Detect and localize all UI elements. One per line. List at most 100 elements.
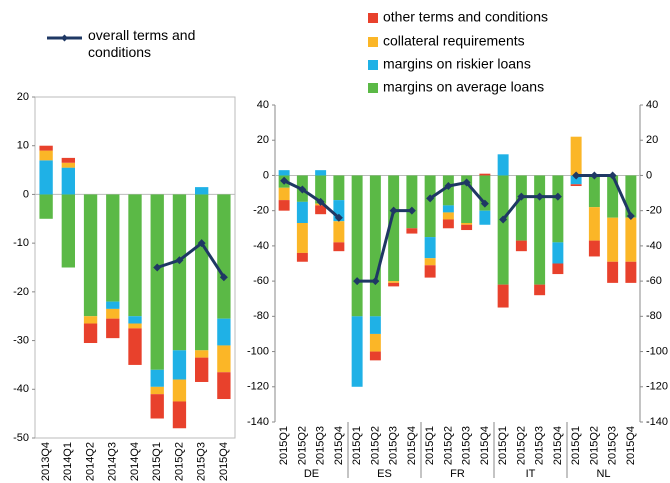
bar-segment (106, 318, 120, 339)
x-tick-label: 2015Q1 (278, 426, 290, 465)
y-tick-label: -10 (13, 237, 29, 249)
bar-segment (150, 386, 164, 395)
y-tick-label-right: -140 (646, 416, 668, 428)
bar-segment (424, 265, 436, 278)
x-tick-label: 2015Q1 (497, 426, 509, 465)
y-tick-label-right: -60 (646, 275, 662, 287)
x-tick-label: 2015Q2 (296, 426, 308, 465)
bar-segment (552, 175, 564, 243)
line-marker (590, 171, 599, 180)
bar-segment (588, 240, 600, 257)
legend-label: collateral requirements (383, 33, 525, 49)
bar-segment (424, 237, 436, 259)
bar-segment (497, 284, 509, 308)
bar-segment (442, 175, 454, 206)
bar-segment (106, 308, 120, 319)
bar-segment (424, 175, 436, 238)
overall-line (429, 180, 487, 205)
y-tick-label: -80 (253, 310, 269, 322)
line-marker (480, 199, 489, 208)
y-tick-label: 40 (257, 99, 269, 111)
bar-segment (106, 194, 120, 302)
bar-segment (333, 242, 345, 252)
y-tick-label: 0 (23, 188, 29, 200)
y-tick-label-right: -40 (646, 240, 662, 252)
bar-segment (479, 175, 491, 211)
x-tick-label: 2015Q3 (534, 426, 546, 465)
y-tick-label-right: 20 (646, 134, 658, 146)
line-marker (626, 211, 635, 220)
overall-line (501, 195, 558, 221)
legend-marker (61, 34, 68, 42)
line-marker (499, 215, 508, 224)
bar-segment (424, 258, 436, 266)
bar-segment (534, 284, 546, 296)
overall-line (576, 173, 633, 217)
bar-segment (128, 328, 142, 365)
legend-swatch (368, 60, 378, 70)
bar-segment (128, 316, 142, 324)
bar-segment (552, 263, 564, 275)
bar-segment (333, 221, 345, 243)
line-marker (407, 206, 416, 215)
overall-line (357, 209, 412, 283)
y-tick-label: -20 (13, 286, 29, 298)
x-tick-label: 2013Q4 (40, 442, 52, 481)
legend-label: margins on riskier loans (383, 56, 531, 72)
bar-segment (278, 187, 290, 201)
bar-segment (39, 145, 53, 151)
bar-segment (83, 316, 98, 324)
bar-segment (217, 194, 231, 319)
line-marker (444, 182, 453, 191)
bar-segment (461, 222, 473, 225)
legend-label: margins on average loans (383, 79, 544, 95)
bar-segment (406, 228, 418, 234)
line-marker (553, 192, 562, 201)
x-tick-label: 2015Q2 (173, 442, 185, 481)
line-marker (389, 206, 398, 215)
bar-segment (150, 369, 164, 387)
line-marker (316, 197, 325, 206)
bar-segment (588, 207, 600, 241)
bar-segment (278, 200, 290, 211)
bar-segment (369, 316, 381, 334)
bar-segment (534, 175, 546, 285)
bar-segment (150, 394, 164, 419)
bar-segment (172, 379, 187, 402)
bar-segment (315, 205, 327, 215)
bar-segment (128, 323, 142, 329)
bar-segment (388, 282, 400, 287)
bar-segment (61, 157, 75, 163)
y-tick-label: 20 (17, 91, 29, 103)
bar-segment (172, 401, 187, 429)
legend-swatch (368, 83, 378, 93)
legend-label: overall terms and conditions (88, 27, 196, 60)
bar-segment (296, 252, 308, 262)
bar-segment (479, 210, 491, 225)
bar-segment (515, 175, 527, 241)
bar-segment (217, 345, 231, 373)
y-tick-label: -50 (13, 432, 29, 444)
bar-segment (39, 150, 53, 161)
bar-segment (497, 175, 509, 285)
line-marker (462, 178, 471, 187)
bar-segment (195, 194, 209, 351)
bar-segment (296, 222, 308, 253)
bar-segment (172, 194, 187, 351)
bar-segment (369, 351, 381, 361)
x-tick-label: 2015Q3 (315, 426, 327, 465)
x-tick-label: 2015Q4 (218, 442, 230, 481)
x-tick-label: 2014Q3 (107, 442, 119, 481)
line-marker (334, 213, 343, 222)
bar-segment (150, 194, 164, 370)
y-tick-label-right: -80 (646, 310, 662, 322)
x-tick-label: 2015Q1 (424, 426, 436, 465)
group-label: IT (526, 468, 536, 480)
legend-swatch (368, 37, 378, 47)
bar-segment (442, 219, 454, 229)
bar-segment (351, 175, 363, 317)
y-tick-label: 10 (17, 140, 29, 152)
x-tick-label: 2015Q3 (607, 426, 619, 465)
bar-segment (570, 184, 582, 187)
x-tick-label: 2014Q1 (62, 442, 74, 481)
